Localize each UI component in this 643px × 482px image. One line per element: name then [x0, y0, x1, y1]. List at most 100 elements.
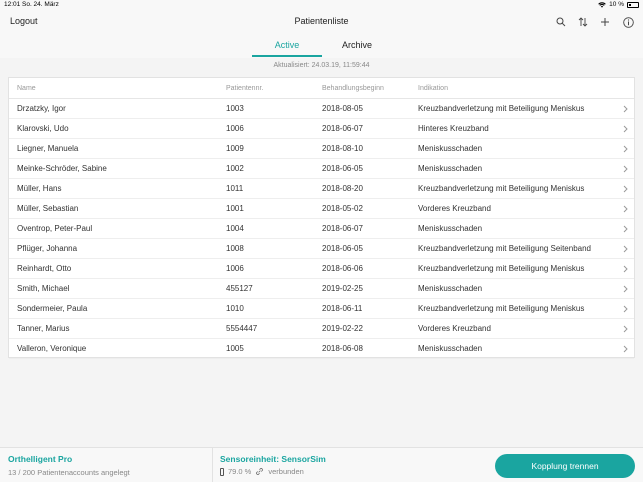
patient-number: 1006: [226, 264, 244, 273]
indication: Meniskusschaden: [418, 164, 483, 173]
chevron-right-icon: [623, 339, 628, 358]
nav-bar: Logout Patientenliste: [0, 10, 643, 34]
table-row[interactable]: Pflüger, Johanna 1008 2018-06-05 Kreuzbandv…: [9, 239, 634, 259]
chevron-right-icon: [623, 159, 628, 178]
battery-icon: [627, 1, 639, 8]
wifi-icon: [598, 1, 606, 8]
treatment-start: 2019-02-22: [322, 324, 363, 333]
disconnect-button[interactable]: Kopplung trennen: [495, 454, 635, 478]
active-tab-indicator: [252, 55, 322, 57]
tab-active[interactable]: Active: [274, 40, 300, 50]
indication: Kreuzbandverletzung mit Beteiligung Meni…: [418, 264, 585, 273]
treatment-start: 2018-05-02: [322, 204, 363, 213]
patient-name: Meinke-Schröder, Sabine: [17, 164, 107, 173]
sensor-name: Sensoreinheit: SensorSim: [220, 454, 326, 464]
status-time: 12:01: [4, 1, 21, 8]
info-icon[interactable]: [620, 13, 636, 31]
header-patient-number: Patientennr.: [226, 84, 264, 92]
patient-number: 1008: [226, 244, 244, 253]
logout-button[interactable]: Logout: [10, 16, 38, 26]
table-row[interactable]: Reinhardt, Otto 1006 2018-06-06 Kreuzbandve…: [9, 259, 634, 279]
app-name: Orthelligent Pro: [8, 454, 73, 464]
tab-bar: Active Archive: [0, 34, 643, 58]
status-right: 10 %: [598, 1, 639, 8]
plus-icon[interactable]: [597, 13, 613, 31]
treatment-start: 2018-06-05: [322, 164, 363, 173]
patient-name: Drzatzky, Igor: [17, 104, 66, 113]
treatment-start: 2019-02-25: [322, 284, 363, 293]
patient-name: Valleron, Veronique: [17, 344, 87, 353]
bottom-bar: Orthelligent Pro 13 / 200 Patientenaccou…: [0, 447, 643, 482]
search-icon[interactable]: [553, 13, 569, 31]
table-row[interactable]: Oventrop, Peter-Paul 1004 2018-06-07 Menisk…: [9, 219, 634, 239]
patient-number: 1003: [226, 104, 244, 113]
header-treatment-start: Behandlungsbeginn: [322, 84, 384, 92]
table-row[interactable]: Tanner, Marius 5554447 2019-02-22 Vorderes …: [9, 319, 634, 339]
chevron-right-icon: [623, 299, 628, 318]
patient-name: Liegner, Manuela: [17, 144, 79, 153]
indication: Meniskusschaden: [418, 224, 483, 233]
sensor-status: 79.0 % verbunden: [220, 467, 304, 476]
patient-number: 1004: [226, 224, 244, 233]
chevron-right-icon: [623, 259, 628, 278]
indication: Kreuzbandverletzung mit Beteiligung Meni…: [418, 304, 585, 313]
patient-name: Oventrop, Peter-Paul: [17, 224, 93, 233]
table-row[interactable]: Liegner, Manuela 1009 2018-08-10 Meniskussc…: [9, 139, 634, 159]
patient-number: 5554447: [226, 324, 258, 333]
patient-number: 1005: [226, 344, 244, 353]
sensor-connection: verbunden: [268, 467, 304, 476]
treatment-start: 2018-08-20: [322, 184, 363, 193]
sort-icon[interactable]: [575, 13, 591, 31]
indication: Meniskusschaden: [418, 344, 483, 353]
table-row[interactable]: Smith, Michael 455127 2019-02-25 Meniskussc…: [9, 279, 634, 299]
indication: Vorderes Kreuzband: [418, 324, 491, 333]
indication: Kreuzbandverletzung mit Beteiligung Seit…: [418, 244, 592, 253]
indication: Vorderes Kreuzband: [418, 204, 491, 213]
treatment-start: 2018-06-07: [322, 124, 363, 133]
table-row[interactable]: Müller, Hans 1011 2018-08-20 Kreuzbandverle…: [9, 179, 634, 199]
treatment-start: 2018-08-05: [322, 104, 363, 113]
status-date: So. 24. März: [22, 1, 59, 8]
tab-archive[interactable]: Archive: [341, 40, 372, 50]
indication: Hinteres Kreuzband: [418, 124, 489, 133]
table-row[interactable]: Valleron, Veronique 1005 2018-06-08 Menisku…: [9, 339, 634, 359]
patient-number: 1009: [226, 144, 244, 153]
table-row[interactable]: Meinke-Schröder, Sabine 1002 2018-06-05 Men…: [9, 159, 634, 179]
table-row[interactable]: Müller, Sebastian 1001 2018-05-02 Vorderes …: [9, 199, 634, 219]
patient-name: Müller, Hans: [17, 184, 62, 193]
header-indication: Indikation: [418, 84, 448, 92]
indication: Kreuzbandverletzung mit Beteiligung Meni…: [418, 184, 585, 193]
indication: Meniskusschaden: [418, 284, 483, 293]
table-row[interactable]: Drzatzky, Igor 1003 2018-08-05 Kreuzbandver…: [9, 99, 634, 119]
table-row[interactable]: Sondermeier, Paula 1010 2018-06-11 Kreuzban…: [9, 299, 634, 319]
patient-number: 1001: [226, 204, 244, 213]
sensor-battery: 79.0 %: [228, 467, 252, 476]
chevron-right-icon: [623, 139, 628, 158]
chevron-right-icon: [623, 119, 628, 138]
treatment-start: 2018-06-05: [322, 244, 363, 253]
indication: Kreuzbandverletzung mit Beteiligung Meni…: [418, 104, 585, 113]
patient-number: 455127: [226, 284, 253, 293]
account-count: 13 / 200 Patientenaccounts angelegt: [8, 468, 130, 477]
treatment-start: 2018-08-10: [322, 144, 363, 153]
patient-table: Name Patientennr. Behandlungsbeginn Indi…: [8, 77, 635, 359]
patient-name: Sondermeier, Paula: [17, 304, 88, 313]
sensor-battery-icon: [220, 467, 224, 476]
treatment-start: 2018-06-11: [322, 304, 363, 313]
treatment-start: 2018-06-06: [322, 264, 363, 273]
patient-number: 1010: [226, 304, 244, 313]
status-bar: 12:01 So. 24. März 10 %: [0, 0, 643, 10]
last-updated-text: Aktualisiert: 24.03.19, 11:59:44: [273, 62, 370, 69]
table-row[interactable]: Klarovski, Udo 1006 2018-06-07 Hinteres Kre…: [9, 119, 634, 139]
table-header: Name Patientennr. Behandlungsbeginn Indi…: [9, 78, 634, 99]
chevron-right-icon: [623, 239, 628, 258]
link-icon: [256, 468, 264, 475]
battery-percent: 10 %: [609, 1, 624, 8]
indication: Meniskusschaden: [418, 144, 483, 153]
account-panel: Orthelligent Pro 13 / 200 Patientenaccou…: [0, 448, 213, 482]
chevron-right-icon: [623, 319, 628, 338]
patient-number: 1006: [226, 124, 244, 133]
chevron-right-icon: [623, 279, 628, 298]
page-title: Patientenliste: [294, 16, 349, 26]
chevron-right-icon: [623, 99, 628, 118]
